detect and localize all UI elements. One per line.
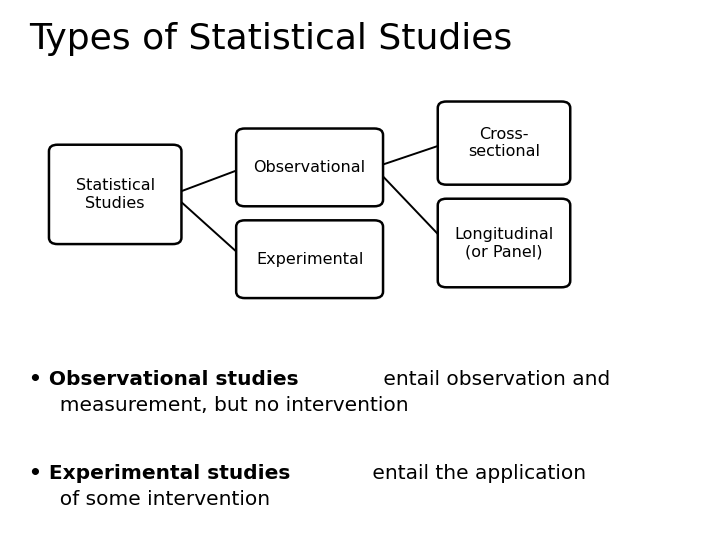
Text: Experimental: Experimental [256, 252, 364, 267]
Text: Cross-
sectional: Cross- sectional [468, 127, 540, 159]
FancyBboxPatch shape [236, 129, 383, 206]
FancyBboxPatch shape [438, 102, 570, 185]
Text: Observational: Observational [253, 160, 366, 175]
Text: • Experimental studies: • Experimental studies [29, 464, 290, 483]
Text: Types of Statistical Studies: Types of Statistical Studies [29, 22, 512, 56]
Text: measurement, but no intervention: measurement, but no intervention [47, 395, 408, 415]
FancyBboxPatch shape [49, 145, 181, 244]
FancyBboxPatch shape [236, 220, 383, 298]
Text: Statistical
Studies: Statistical Studies [76, 178, 155, 211]
Text: of some intervention: of some intervention [47, 490, 270, 509]
FancyBboxPatch shape [438, 199, 570, 287]
Text: • Observational studies: • Observational studies [29, 370, 298, 389]
Text: Longitudinal
(or Panel): Longitudinal (or Panel) [454, 227, 554, 259]
Text: entail observation and: entail observation and [377, 370, 610, 389]
Text: entail the application: entail the application [366, 464, 586, 483]
